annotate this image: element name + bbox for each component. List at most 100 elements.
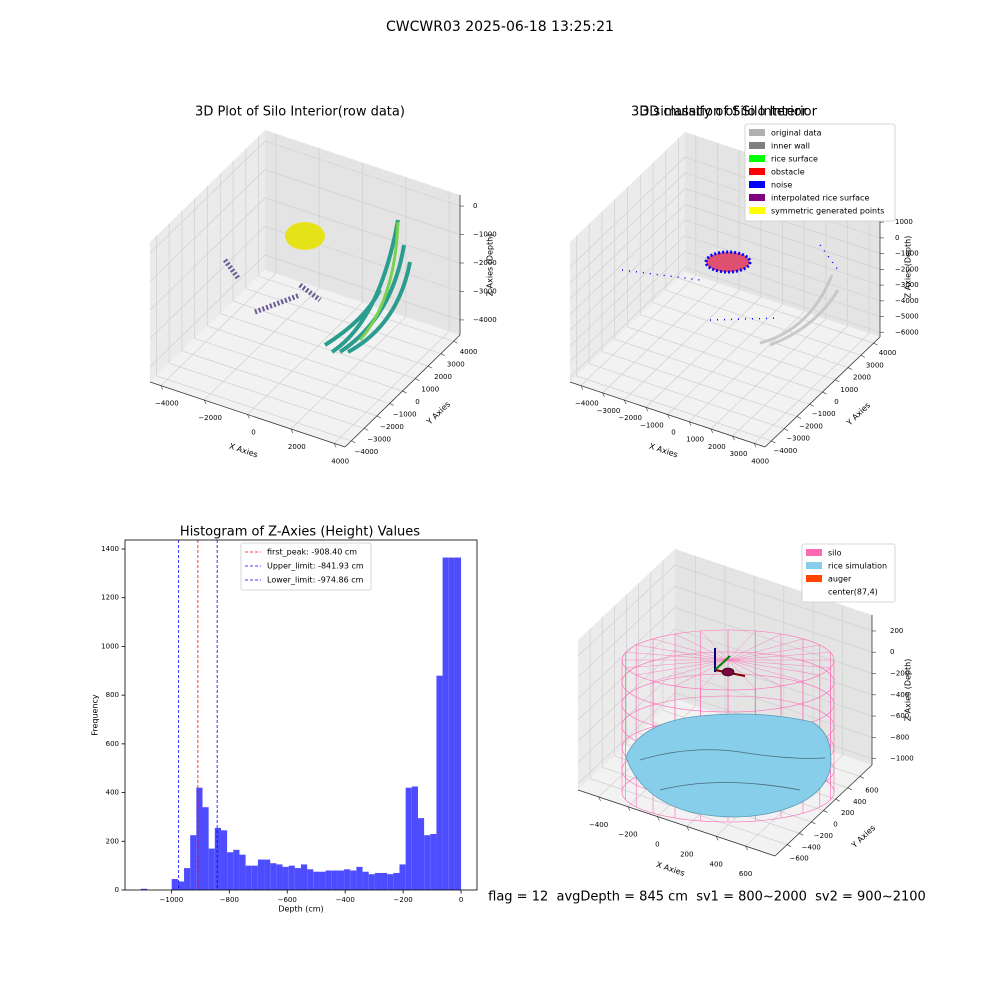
silo-ring — [621, 651, 835, 713]
y-tick — [847, 367, 853, 370]
x-tick-label: −800 — [220, 896, 239, 904]
x-tick-label: 3000 — [730, 450, 748, 458]
bar — [368, 874, 375, 890]
y-tick — [427, 365, 433, 369]
x-tick-label: −4000 — [575, 400, 599, 408]
bar — [233, 849, 240, 890]
grid-line — [569, 188, 686, 299]
bar — [276, 864, 283, 890]
legend-label: inner wall — [771, 142, 810, 151]
y-tick — [771, 440, 776, 444]
grid-line — [674, 585, 873, 653]
grid-line — [569, 235, 686, 347]
legend-label: first_peak: -908.40 cm — [267, 548, 357, 557]
x-tick — [598, 796, 601, 802]
x-tick — [290, 428, 294, 434]
z-tick-label: −5000 — [895, 313, 919, 321]
grid-line — [156, 375, 352, 442]
grid-line — [149, 140, 266, 254]
y-tick-label: 1000 — [840, 386, 858, 394]
x-tick — [580, 385, 584, 390]
bar — [381, 872, 388, 890]
y-tick — [784, 428, 789, 431]
bar — [350, 870, 357, 890]
grid-line — [264, 197, 461, 264]
grid-line — [577, 628, 676, 721]
silo-wire — [727, 652, 831, 661]
grid-line — [601, 351, 798, 417]
x-tick-label: 400 — [710, 860, 723, 868]
legend-box — [240, 542, 372, 591]
x-tick-label: 600 — [739, 870, 752, 878]
silo-wire — [727, 644, 820, 661]
z-axis-label: Z Axies (Depth) — [904, 236, 913, 299]
grid-line — [627, 326, 823, 393]
x-tick-label: 4000 — [751, 457, 769, 465]
bar — [190, 835, 197, 890]
legend-label: silo — [828, 549, 842, 558]
bar — [448, 557, 455, 890]
silo-wire — [727, 630, 756, 661]
y-tick — [453, 340, 458, 344]
z-tick-label: −1000 — [890, 755, 914, 763]
legend-swatch — [749, 194, 765, 201]
y-tick-label: 600 — [865, 786, 878, 794]
x-tick — [753, 443, 757, 448]
silo-wire — [727, 659, 782, 687]
bar — [325, 870, 332, 890]
x-tick — [333, 443, 337, 448]
legend-label: rice simulation — [828, 562, 887, 571]
bar — [319, 871, 326, 890]
bar — [184, 868, 191, 890]
z-tick-label: −1000 — [895, 250, 919, 258]
bar — [337, 870, 345, 890]
x-tick-label: 1000 — [686, 436, 704, 444]
y-tick — [796, 416, 802, 419]
z-tick-label: 0 — [473, 202, 477, 210]
y-tick-label: −1000 — [393, 410, 417, 418]
y-tick-label: 400 — [853, 798, 866, 806]
y-tick — [786, 844, 792, 847]
x-tick — [602, 392, 605, 397]
silo-wire — [727, 659, 820, 676]
z-axis-label: Z Axies (Depth) — [904, 659, 913, 722]
x-tick-label: 0 — [251, 429, 255, 437]
grid-line — [576, 375, 772, 442]
auger — [721, 667, 735, 677]
legend-swatch — [749, 181, 765, 188]
bar — [344, 869, 351, 890]
y-tick — [415, 378, 420, 381]
grid-line — [169, 363, 365, 429]
y-tick-label: 2000 — [853, 374, 871, 382]
y-tick — [809, 403, 814, 407]
y-tick-label: 3000 — [866, 361, 884, 369]
z-tick-label: 0 — [895, 234, 899, 242]
y-tick-label: −1000 — [812, 410, 836, 418]
bar — [270, 863, 277, 890]
axis-line — [149, 381, 346, 448]
z-tick-label: −6000 — [895, 328, 919, 336]
y-tick-label: −4000 — [774, 447, 798, 455]
chart-title: Histogram of Z-Axies (Height) Values — [180, 525, 420, 540]
x-tick — [686, 826, 690, 831]
x-tick-label: −1000 — [640, 421, 664, 429]
bar — [257, 859, 265, 890]
grid-line — [194, 338, 390, 404]
y-tick-label: −400 — [802, 843, 821, 851]
legend-swatch — [749, 168, 765, 175]
grid-line — [207, 325, 403, 392]
y-tick — [823, 810, 828, 813]
grid-line — [674, 628, 873, 696]
grid-line — [674, 607, 873, 674]
cloud-sketch — [358, 221, 400, 341]
z-tick-label: −3000 — [895, 281, 919, 289]
legend-label: Upper_limit: -841.93 cm — [267, 562, 364, 571]
grid-line — [149, 169, 266, 282]
legend-box — [744, 123, 896, 222]
x-tick — [715, 836, 719, 841]
x-tick-label: 2000 — [708, 443, 726, 451]
cloud-sketch — [759, 274, 840, 347]
bar — [307, 869, 314, 890]
y-tick-label: −200 — [814, 832, 833, 840]
y-tick-label: 0 — [115, 886, 119, 894]
